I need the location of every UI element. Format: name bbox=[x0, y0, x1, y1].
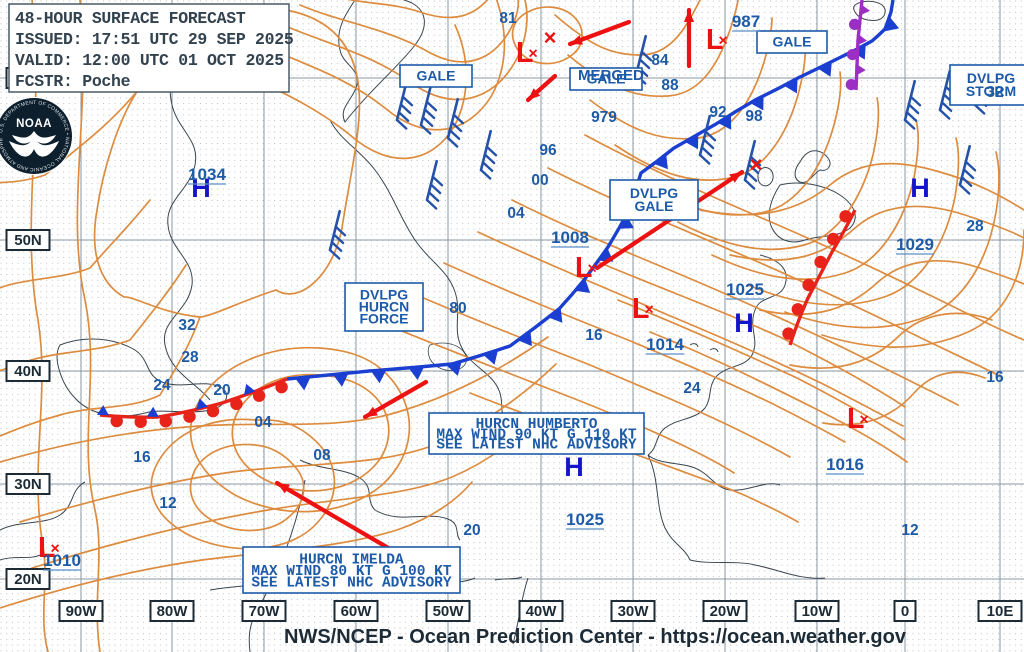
svg-text:60W: 60W bbox=[341, 603, 373, 620]
svg-text:20W: 20W bbox=[710, 603, 742, 620]
svg-text:987: 987 bbox=[732, 12, 760, 31]
svg-text:40N: 40N bbox=[14, 363, 42, 380]
svg-text:81: 81 bbox=[499, 10, 517, 27]
svg-text:88: 88 bbox=[661, 77, 679, 94]
svg-text:50N: 50N bbox=[14, 232, 42, 249]
svg-text:H: H bbox=[734, 308, 754, 338]
svg-text:×: × bbox=[718, 31, 727, 49]
svg-text:×: × bbox=[750, 152, 763, 177]
svg-text:50W: 50W bbox=[433, 603, 465, 620]
svg-text:20N: 20N bbox=[14, 571, 42, 588]
svg-text:92: 92 bbox=[709, 104, 726, 121]
svg-text:20: 20 bbox=[463, 522, 480, 539]
svg-text:1010: 1010 bbox=[43, 551, 81, 570]
svg-text:FCSTR: Poche: FCSTR: Poche bbox=[15, 72, 131, 91]
svg-text:SEE LATEST NHC ADVISORY: SEE LATEST NHC ADVISORY bbox=[251, 575, 451, 591]
svg-text:×: × bbox=[644, 300, 653, 318]
svg-text:GALE: GALE bbox=[635, 198, 674, 214]
svg-text:MERGED: MERGED bbox=[578, 67, 644, 84]
svg-text:GALE: GALE bbox=[773, 34, 812, 50]
svg-text:L: L bbox=[605, 0, 622, 2]
svg-text:70W: 70W bbox=[249, 603, 281, 620]
svg-text:80: 80 bbox=[449, 300, 466, 317]
svg-text:96: 96 bbox=[539, 142, 557, 159]
svg-text:32: 32 bbox=[986, 84, 1003, 101]
svg-text:VALID: 12:00 UTC 01 OCT 2025: VALID: 12:00 UTC 01 OCT 2025 bbox=[15, 51, 284, 70]
svg-text:04: 04 bbox=[254, 414, 272, 431]
svg-text:10W: 10W bbox=[802, 603, 834, 620]
svg-text:1008: 1008 bbox=[551, 228, 589, 247]
svg-text:08: 08 bbox=[313, 447, 331, 464]
svg-text:04: 04 bbox=[507, 205, 525, 222]
svg-text:98: 98 bbox=[745, 108, 763, 125]
svg-text:24: 24 bbox=[683, 380, 701, 397]
svg-text:NOAA: NOAA bbox=[16, 118, 52, 130]
svg-text:NWS/NCEP - Ocean Prediction Ce: NWS/NCEP - Ocean Prediction Center - htt… bbox=[284, 626, 907, 648]
svg-text:H: H bbox=[910, 173, 930, 203]
svg-text:×: × bbox=[544, 25, 557, 50]
svg-text:20: 20 bbox=[213, 382, 230, 399]
svg-text:12: 12 bbox=[901, 522, 918, 539]
svg-text:84: 84 bbox=[651, 52, 669, 69]
svg-text:FORCE: FORCE bbox=[360, 311, 409, 327]
svg-text:×: × bbox=[528, 44, 537, 62]
svg-text:×: × bbox=[859, 410, 868, 428]
svg-text:16: 16 bbox=[585, 327, 603, 344]
svg-text:24: 24 bbox=[153, 377, 171, 394]
svg-text:10E: 10E bbox=[987, 603, 1014, 620]
svg-text:48-HOUR SURFACE FORECAST: 48-HOUR SURFACE FORECAST bbox=[15, 9, 246, 28]
svg-text:1014: 1014 bbox=[646, 335, 684, 354]
svg-text:×: × bbox=[587, 259, 596, 277]
svg-text:32: 32 bbox=[178, 317, 195, 334]
svg-text:0: 0 bbox=[901, 603, 909, 620]
svg-text:979: 979 bbox=[591, 109, 617, 126]
svg-text:90W: 90W bbox=[66, 603, 98, 620]
svg-text:GALE: GALE bbox=[417, 68, 456, 84]
svg-text:1016: 1016 bbox=[826, 455, 864, 474]
svg-text:40W: 40W bbox=[526, 603, 558, 620]
svg-text:30N: 30N bbox=[14, 476, 42, 493]
svg-text:28: 28 bbox=[181, 349, 199, 366]
svg-text:80W: 80W bbox=[157, 603, 189, 620]
svg-text:ISSUED: 17:51 UTC 29 SEP 2025: ISSUED: 17:51 UTC 29 SEP 2025 bbox=[15, 30, 294, 49]
svg-text:SEE LATEST NHC ADVISORY: SEE LATEST NHC ADVISORY bbox=[436, 438, 636, 454]
svg-text:1025: 1025 bbox=[566, 510, 604, 529]
svg-text:H: H bbox=[564, 452, 584, 482]
svg-text:16: 16 bbox=[986, 369, 1004, 386]
svg-text:1025: 1025 bbox=[726, 280, 764, 299]
svg-text:30W: 30W bbox=[618, 603, 650, 620]
svg-text:28: 28 bbox=[966, 218, 984, 235]
svg-text:16: 16 bbox=[133, 449, 151, 466]
svg-text:1029: 1029 bbox=[896, 235, 934, 254]
svg-text:00: 00 bbox=[531, 172, 548, 189]
svg-text:12: 12 bbox=[159, 495, 176, 512]
svg-text:1034: 1034 bbox=[188, 165, 226, 184]
